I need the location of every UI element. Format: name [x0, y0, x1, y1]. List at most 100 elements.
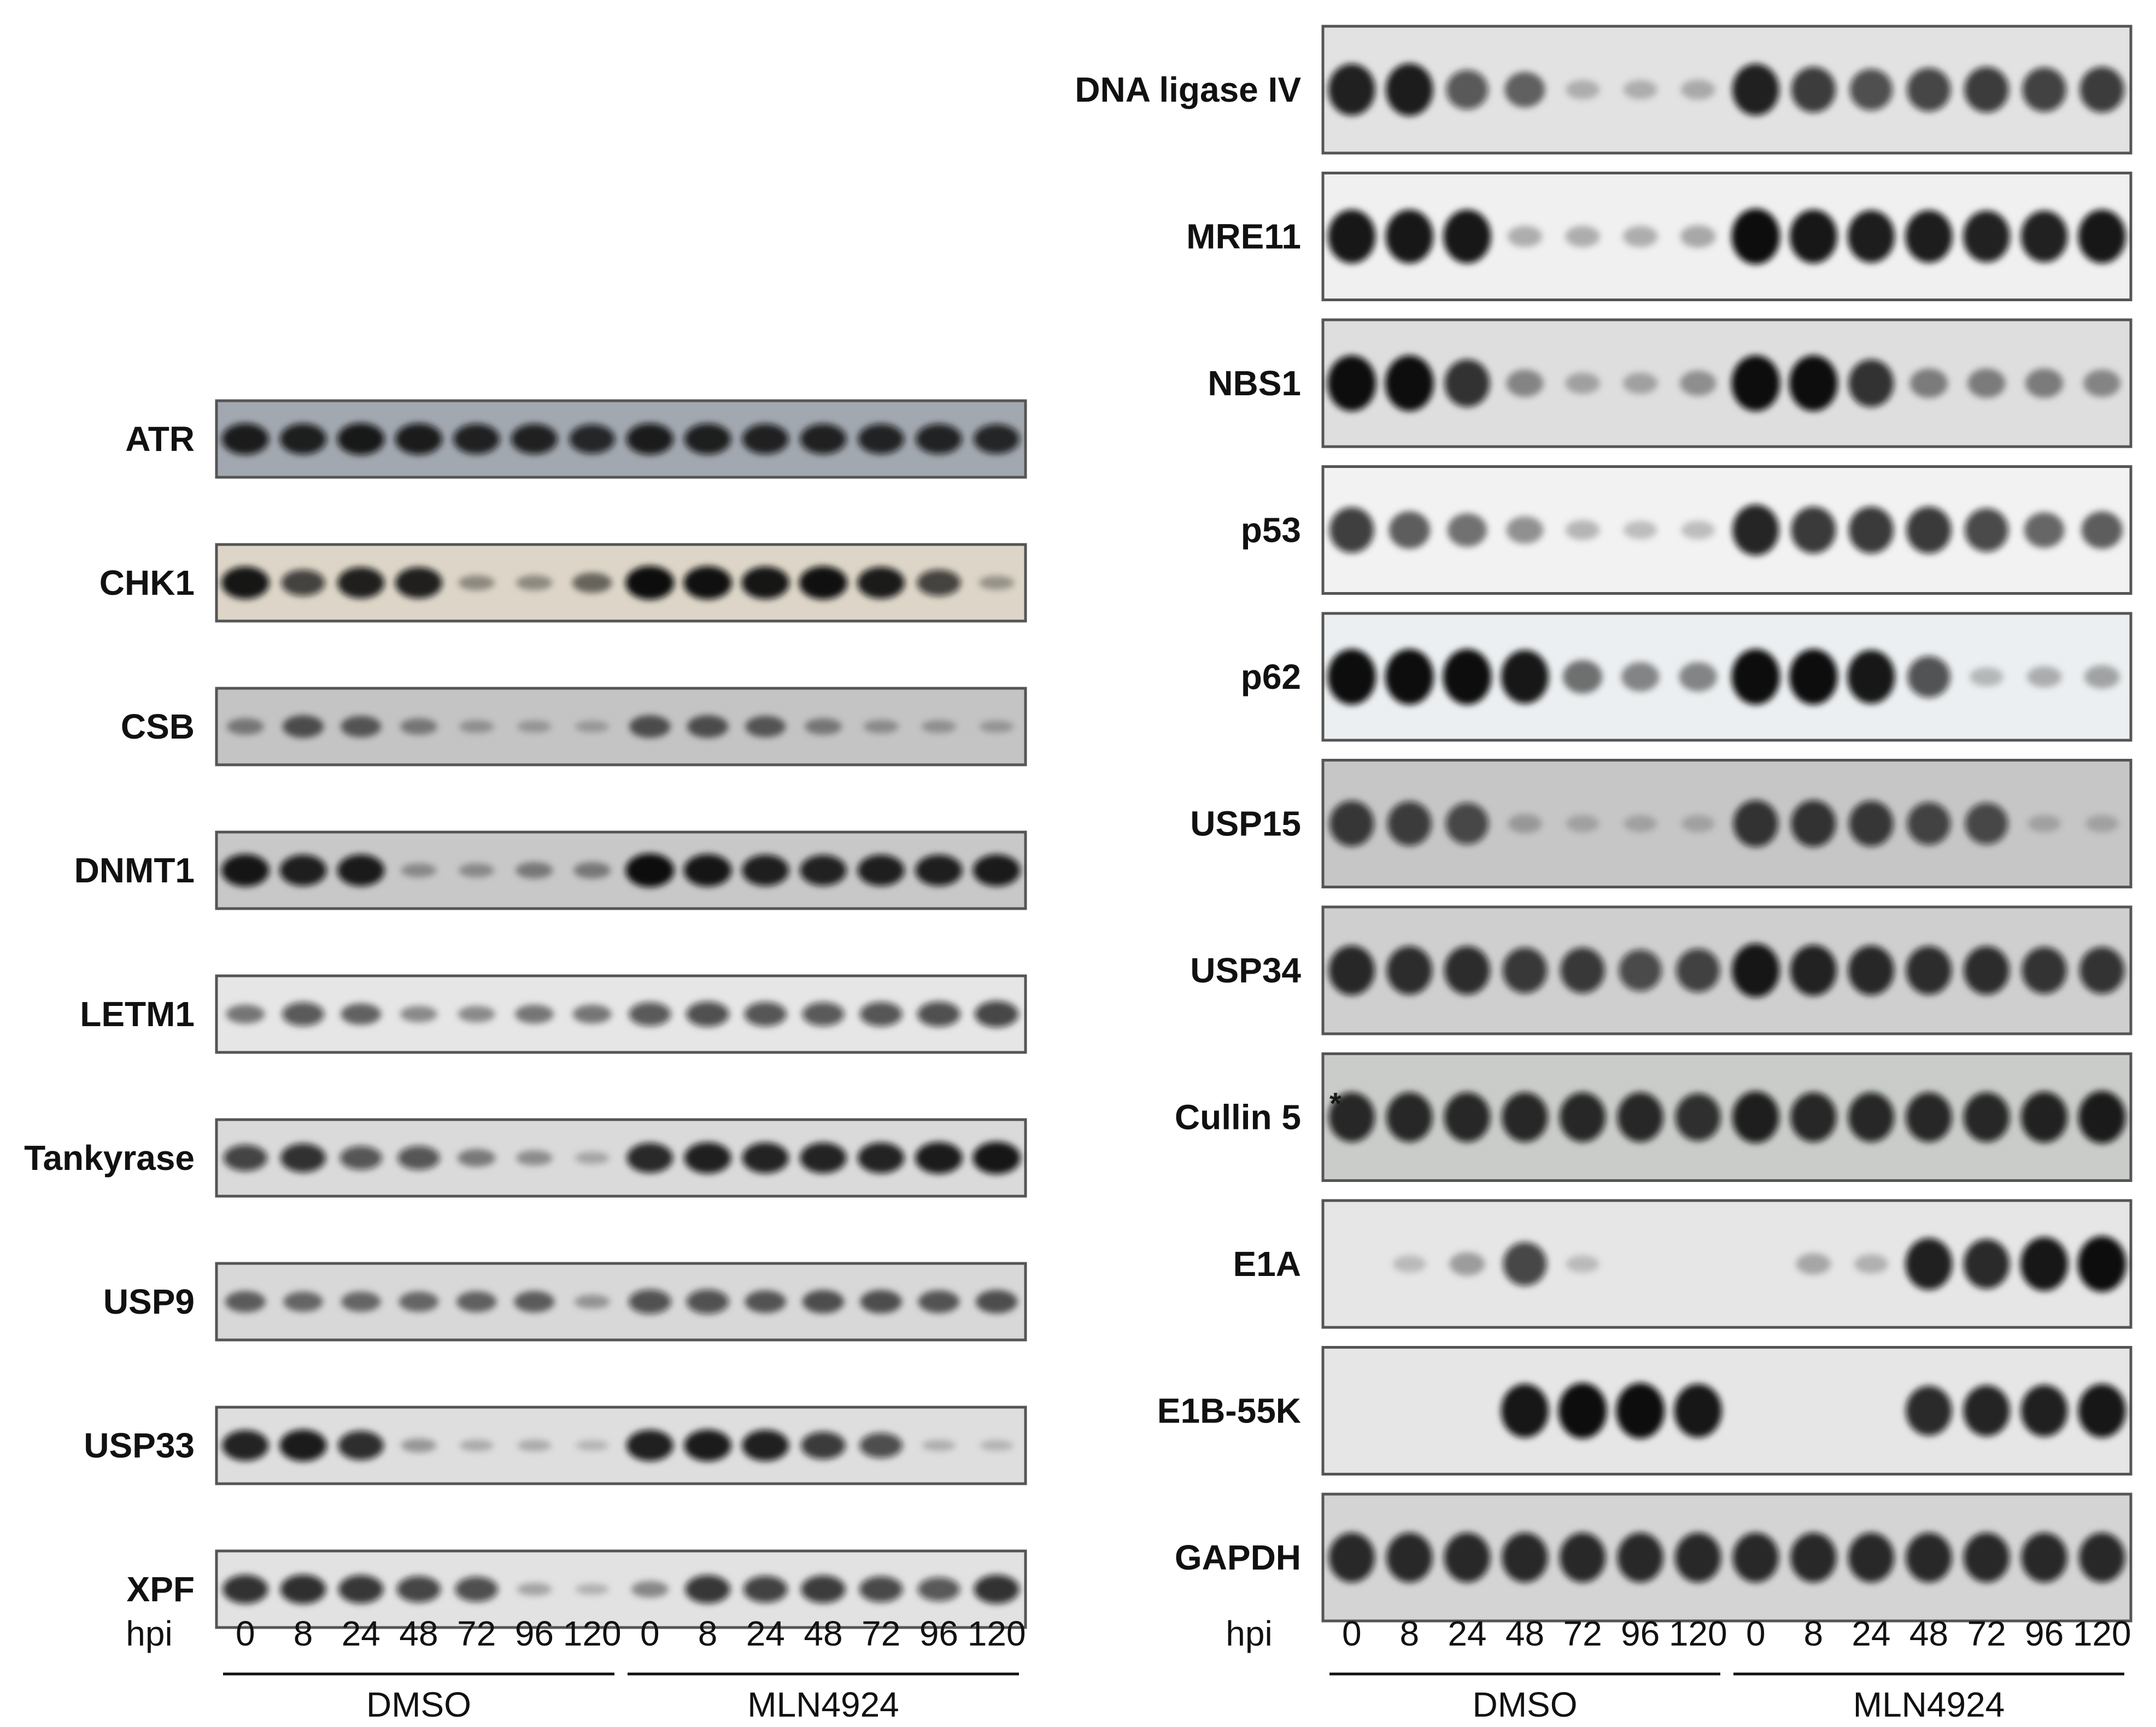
band: [687, 715, 729, 738]
band: [283, 1291, 323, 1312]
band: [1791, 506, 1836, 554]
band: [282, 715, 324, 738]
band: [1617, 1092, 1663, 1142]
group-label: MLN4924: [1853, 1685, 2005, 1724]
lane-tick-label: 72: [1967, 1614, 2006, 1653]
band: [1502, 1092, 1548, 1142]
band: [1791, 67, 1836, 113]
band: [2079, 67, 2124, 113]
band: [341, 716, 382, 737]
band: [1566, 80, 1600, 99]
band: [857, 566, 905, 599]
lane-tick-label: 72: [1563, 1614, 1602, 1653]
band: [2021, 1532, 2067, 1583]
band: [2022, 947, 2067, 994]
band: [338, 1431, 384, 1460]
band: [1619, 949, 1662, 992]
band: [1385, 648, 1434, 705]
band: [631, 1580, 669, 1598]
band: [1507, 226, 1543, 247]
band: [455, 1577, 498, 1602]
band: [1444, 359, 1490, 407]
band: [745, 1290, 787, 1313]
band: [1791, 800, 1836, 847]
band: [804, 718, 842, 735]
band: [915, 854, 963, 886]
band: [222, 1574, 268, 1604]
band: [1681, 520, 1715, 540]
band: [511, 424, 558, 454]
band: [686, 1002, 729, 1027]
band: [397, 1146, 440, 1170]
band: [226, 718, 264, 735]
band: [1393, 1255, 1426, 1273]
band: [1732, 63, 1779, 116]
band: [1444, 946, 1490, 995]
band: [1965, 508, 2008, 552]
band: [742, 1142, 789, 1174]
band: [395, 567, 442, 599]
band: [1447, 513, 1487, 547]
band: [629, 1002, 671, 1026]
lane-tick-label: 96: [1621, 1614, 1660, 1653]
band: [1964, 946, 2009, 995]
band: [1848, 1532, 1895, 1583]
band: [341, 1291, 381, 1312]
lane-tick-label: 120: [2073, 1614, 2131, 1653]
band: [1559, 1092, 1606, 1142]
blot-strip: [215, 1406, 1027, 1485]
band: [800, 854, 847, 886]
band: [1445, 803, 1489, 845]
band: [1906, 1092, 1952, 1142]
band: [1444, 1532, 1491, 1583]
band: [2022, 67, 2066, 112]
band: [744, 1002, 787, 1027]
band: [572, 572, 612, 593]
lane-tick-label: 0: [236, 1614, 255, 1653]
band: [1502, 1532, 1548, 1583]
band: [1676, 949, 1720, 992]
band: [2020, 1385, 2068, 1437]
band: [457, 1149, 496, 1167]
band: [975, 1290, 1018, 1314]
band: [922, 1439, 956, 1451]
band: [514, 1291, 555, 1313]
band: [1680, 79, 1715, 100]
blot-strip: [1321, 905, 2132, 1035]
band: [458, 575, 495, 590]
band: [2081, 511, 2123, 549]
lane-tick-label: 0: [1342, 1614, 1362, 1653]
lane-tick-label: 48: [804, 1614, 842, 1653]
band: [1789, 209, 1837, 264]
band: [1849, 800, 1894, 847]
band: [226, 1004, 265, 1024]
band: [1679, 370, 1716, 396]
band: [1444, 1092, 1491, 1142]
band: [2085, 815, 2119, 833]
band: [395, 423, 442, 455]
band: [975, 1000, 1019, 1028]
lane-tick-label: 120: [968, 1614, 1026, 1653]
hpi-label: hpi: [126, 1614, 172, 1653]
band: [1847, 210, 1895, 263]
band: [1388, 511, 1431, 549]
lane-tick-label: 8: [294, 1614, 313, 1653]
band: [684, 1142, 731, 1174]
band: [397, 1576, 441, 1603]
band: [1504, 72, 1545, 108]
band: [1789, 355, 1838, 412]
band: [1790, 1532, 1837, 1583]
band: [1731, 208, 1780, 265]
band: [626, 1143, 673, 1173]
blot-label: CHK1: [99, 563, 195, 602]
band: [1328, 209, 1376, 264]
right-panel: DNA ligase IV MRE11 NBS1 p53 p62 USP15 USP34 Cu…: [1075, 25, 2132, 1724]
lane-tick-label: 120: [563, 1614, 622, 1653]
band: [575, 1440, 609, 1451]
band: [221, 423, 269, 455]
band: [1443, 648, 1492, 705]
band: [281, 569, 325, 596]
band: [1623, 520, 1657, 540]
band: [1680, 225, 1716, 248]
band: [1906, 506, 1952, 554]
